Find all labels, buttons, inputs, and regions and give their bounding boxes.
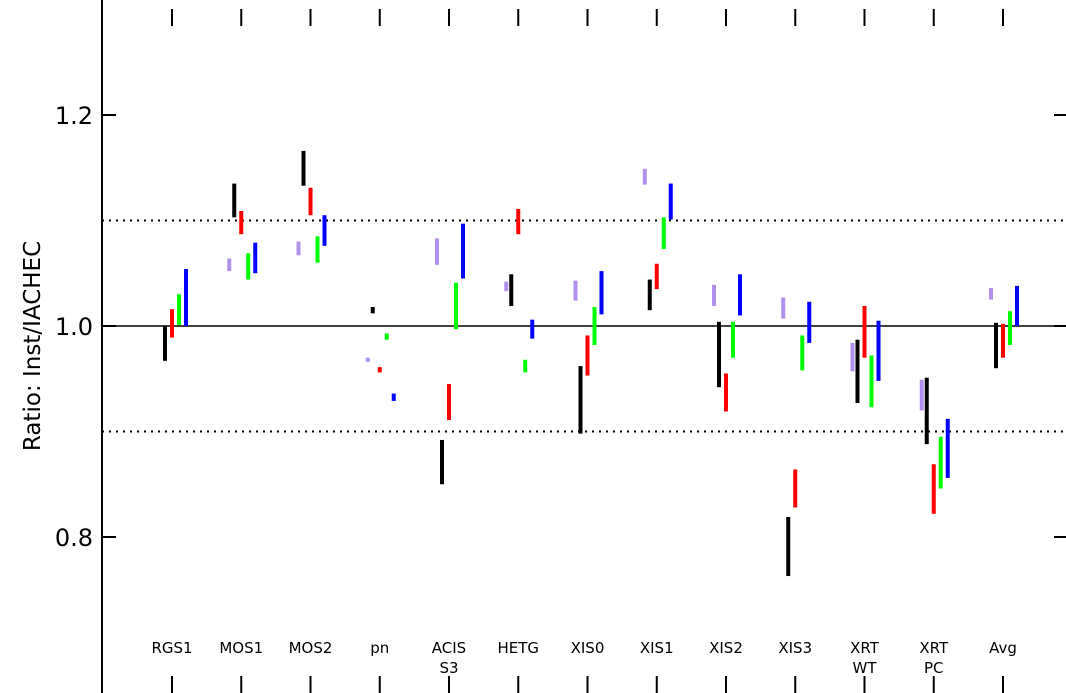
range-bar-s0-c3 xyxy=(365,357,370,362)
range-bar-s4-c7 xyxy=(668,183,673,220)
range-bar-s4-c0 xyxy=(184,269,188,326)
range-bar-s4-c3 xyxy=(391,393,396,401)
category-label: XIS2 xyxy=(709,639,743,657)
range-bar-s0-c12 xyxy=(989,288,993,300)
range-bar-s2-c7 xyxy=(654,263,659,290)
range-bar-s1-c4 xyxy=(440,439,444,485)
range-bar-s1-c5 xyxy=(509,274,514,306)
range-bar-s1-c2 xyxy=(301,150,306,186)
range-bar-s2-c10 xyxy=(862,305,867,358)
range-bar-s1-c11 xyxy=(924,377,929,445)
range-bar-s2-c1 xyxy=(239,211,244,235)
category-label: HETG xyxy=(497,639,539,657)
y-tick-label: 1.0 xyxy=(55,313,93,341)
range-bar-s1-c8 xyxy=(717,321,721,388)
range-bar-s4-c2 xyxy=(322,215,327,246)
range-bar-s4-c1 xyxy=(253,242,258,274)
range-bar-s3-c3 xyxy=(384,333,389,340)
range-bar-s2-c11 xyxy=(931,464,936,514)
range-bar-s3-c2 xyxy=(315,236,320,263)
range-bar-s0-c6 xyxy=(573,280,578,301)
category-label: pn xyxy=(370,639,389,657)
y-axis-label: Ratio: Inst/IACHEC xyxy=(20,241,46,451)
data-bars xyxy=(163,150,1019,577)
axis-labels: 0.8 1.0 1.2 RGS1 MOS1 MOS2 pn ACIS S3 HETG XIS0 XIS… xyxy=(55,102,1017,677)
range-bar-s3-c7 xyxy=(661,217,666,249)
y-tick-label: 1.2 xyxy=(55,102,93,130)
range-bar-s0-c7 xyxy=(642,168,647,185)
category-label-line2: S3 xyxy=(439,659,458,677)
range-bar-s2-c6 xyxy=(585,335,590,376)
range-bar-s3-c6 xyxy=(592,307,597,345)
range-bar-s2-c12 xyxy=(1001,323,1005,358)
range-bar-s3-c8 xyxy=(731,321,735,358)
range-bar-s0-c1 xyxy=(227,258,232,272)
range-bar-s0-c10 xyxy=(850,342,855,372)
range-bar-s2-c9 xyxy=(793,469,798,508)
range-bar-s3-c4 xyxy=(454,282,458,330)
range-bar-s2-c3 xyxy=(377,367,382,373)
category-label: Avg xyxy=(989,639,1017,657)
y-tick-label: 0.8 xyxy=(55,524,93,552)
range-bar-s1-c9 xyxy=(786,516,791,577)
category-label: XRT xyxy=(919,639,949,657)
range-bar-s0-c11 xyxy=(919,379,924,411)
range-bar-s3-c0 xyxy=(177,294,181,325)
axis-ticks xyxy=(102,9,1066,693)
category-label: MOS2 xyxy=(289,639,333,657)
range-bar-s1-c3 xyxy=(370,307,375,314)
range-bar-s4-c8 xyxy=(738,274,742,316)
range-bar-s4-c11 xyxy=(945,418,950,478)
range-bar-s0-c8 xyxy=(712,284,716,306)
range-bar-s4-c12 xyxy=(1015,285,1019,326)
range-bar-s2-c4 xyxy=(447,384,451,420)
range-bar-s3-c5 xyxy=(523,359,528,373)
category-label: XIS1 xyxy=(640,639,674,657)
range-bar-s3-c10 xyxy=(869,355,874,408)
range-bar-s0-c4 xyxy=(435,238,439,265)
range-bar-s1-c10 xyxy=(855,339,860,404)
range-bar-s1-c6 xyxy=(578,366,583,434)
range-bar-s4-c5 xyxy=(530,319,535,339)
range-bar-s3-c1 xyxy=(246,253,251,280)
range-bar-s2-c2 xyxy=(308,187,313,216)
range-bar-s2-c5 xyxy=(516,208,521,235)
range-bar-s0-c5 xyxy=(504,281,509,292)
range-bar-s1-c0 xyxy=(163,326,167,361)
reference-lines xyxy=(102,219,1066,433)
range-bar-s4-c6 xyxy=(599,271,604,315)
category-label: XIS3 xyxy=(778,639,812,657)
range-bar-s4-c4 xyxy=(461,223,465,279)
range-bar-s1-c12 xyxy=(994,322,998,369)
range-bar-s3-c12 xyxy=(1008,311,1012,345)
range-bar-s1-c1 xyxy=(232,183,237,218)
range-bar-s3-c11 xyxy=(938,436,943,489)
range-bar-s4-c9 xyxy=(807,301,812,343)
range-bar-s0-c2 xyxy=(296,241,301,256)
range-bar-s3-c9 xyxy=(800,335,805,371)
range-bar-s4-c10 xyxy=(876,320,881,381)
category-label: XRT xyxy=(850,639,880,657)
category-label-line2: PC xyxy=(924,659,944,677)
range-bar-s1-c7 xyxy=(647,279,652,311)
category-label: MOS1 xyxy=(219,639,263,657)
range-bar-s2-c8 xyxy=(724,373,728,412)
range-bar-s2-c0 xyxy=(170,309,174,338)
category-label-line2: WT xyxy=(853,659,878,677)
range-bar-s0-c9 xyxy=(781,297,786,319)
category-label: RGS1 xyxy=(151,639,192,657)
category-label: ACIS xyxy=(432,639,466,657)
category-label: XIS0 xyxy=(571,639,605,657)
